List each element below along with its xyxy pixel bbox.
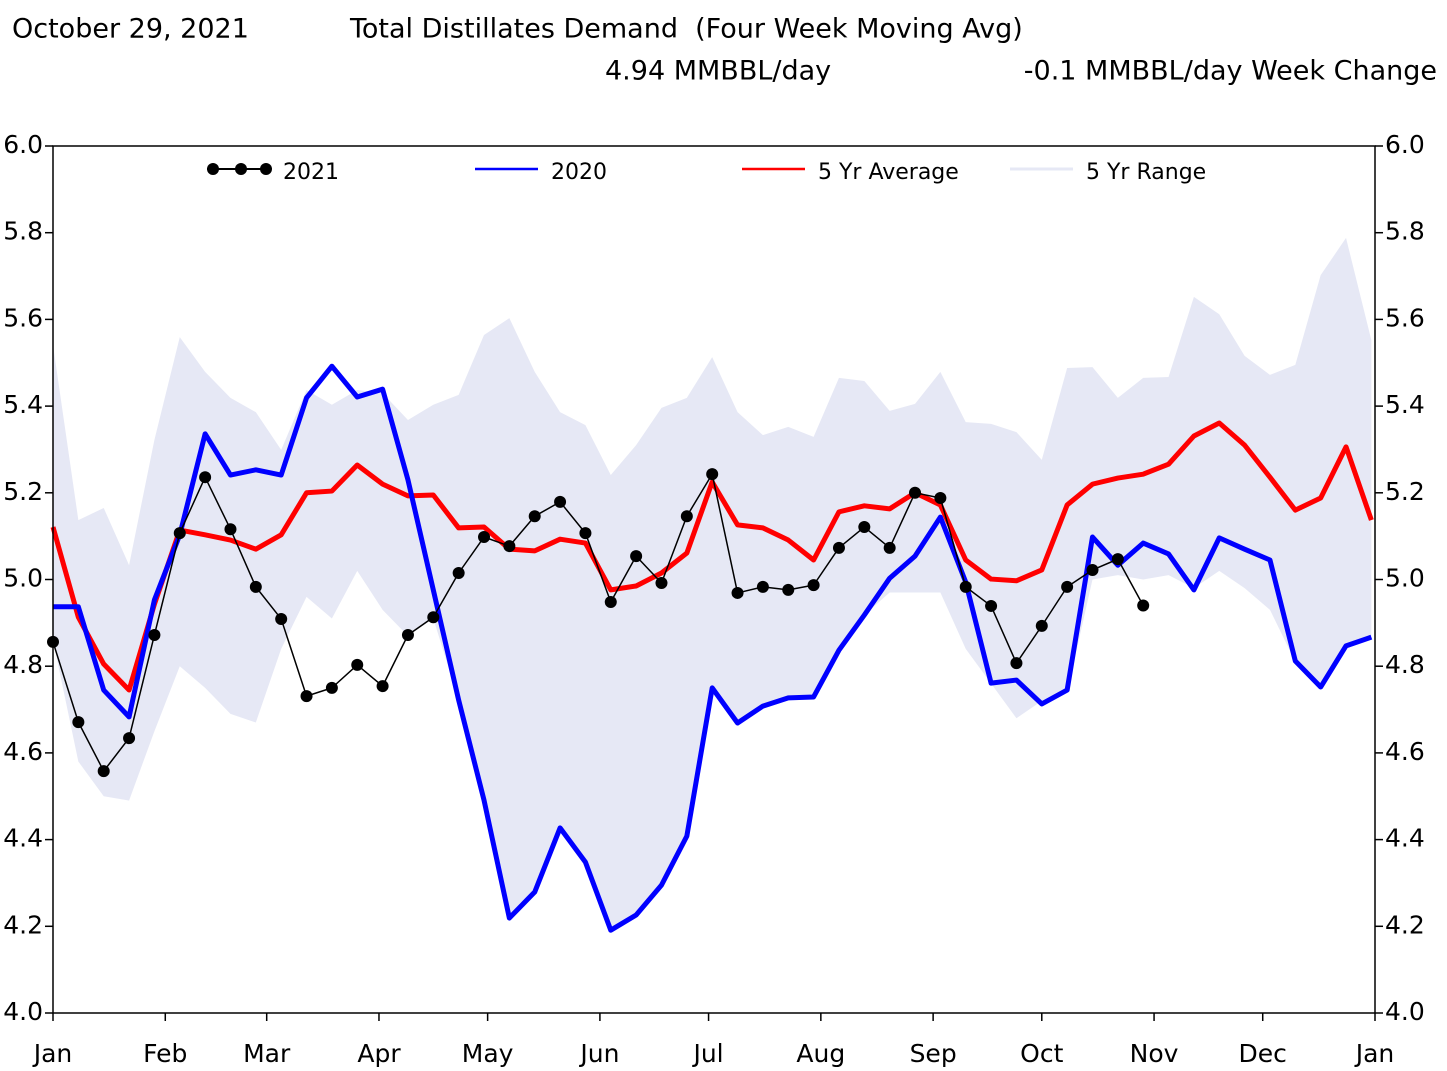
- point: [478, 531, 491, 544]
- y2-tick-label: 5.4: [1385, 390, 1425, 419]
- y-tick-label: 4.2: [3, 910, 43, 939]
- point: [782, 583, 795, 596]
- y2-tick-label: 4.8: [1385, 650, 1425, 679]
- point: [427, 611, 440, 624]
- x-tick-label: Nov: [1130, 1039, 1179, 1068]
- range-area: [53, 237, 1372, 931]
- point: [452, 566, 465, 579]
- point: [1111, 553, 1124, 566]
- y-tick-label: 5.4: [3, 390, 43, 419]
- x-tick-label: Dec: [1239, 1039, 1287, 1068]
- point: [351, 658, 364, 671]
- y2-tick-label: 5.2: [1385, 477, 1425, 506]
- point: [554, 495, 567, 508]
- point: [275, 612, 288, 625]
- point: [655, 576, 668, 589]
- y2-tick-label: 4.2: [1385, 910, 1425, 939]
- point: [376, 680, 389, 693]
- y-tick-label: 5.2: [3, 477, 43, 506]
- y2-tick-label: 5.0: [1385, 564, 1425, 593]
- y-tick-label: 6.0: [3, 130, 43, 159]
- point: [325, 681, 338, 694]
- point: [680, 510, 693, 523]
- point: [173, 527, 186, 540]
- point: [706, 468, 719, 481]
- point: [959, 580, 972, 593]
- point: [224, 523, 237, 536]
- x-tick-label: Mar: [243, 1039, 291, 1068]
- legend-label: 2020: [551, 160, 607, 185]
- y-tick-label: 5.0: [3, 564, 43, 593]
- x-tick-label: Sep: [910, 1039, 957, 1068]
- point: [934, 492, 947, 505]
- y-tick-label: 5.6: [3, 303, 43, 332]
- series-line: [50, 420, 1374, 693]
- current-value: 4.94 MMBBL/day: [605, 56, 831, 87]
- point: [756, 580, 769, 593]
- chart-title: Total Distillates Demand (Four Week Movi…: [349, 14, 1023, 45]
- point: [1061, 580, 1074, 593]
- point: [1010, 657, 1023, 670]
- y-tick-label: 4.8: [3, 650, 43, 679]
- point: [1137, 599, 1150, 612]
- x-tick-label: Oct: [1020, 1039, 1063, 1068]
- point: [300, 690, 313, 703]
- point: [503, 540, 516, 553]
- point: [401, 628, 414, 641]
- point: [72, 716, 85, 729]
- point: [807, 579, 820, 592]
- point: [604, 596, 617, 609]
- legend-marker: [260, 163, 272, 175]
- legend-marker: [235, 163, 247, 175]
- y2-tick-label: 6.0: [1385, 130, 1425, 159]
- point: [883, 541, 896, 554]
- point: [1086, 563, 1099, 576]
- y2-tick-label: 5.6: [1385, 303, 1425, 332]
- point: [97, 765, 110, 778]
- point: [579, 527, 592, 540]
- y2-tick-label: 4.4: [1385, 824, 1425, 853]
- date: October 29, 2021: [12, 14, 249, 45]
- y2-tick-label: 5.8: [1385, 217, 1425, 246]
- point: [909, 486, 922, 499]
- point: [630, 550, 643, 563]
- legend-marker: [207, 163, 219, 175]
- y2-tick-label: 4.6: [1385, 737, 1425, 766]
- x-tick-label: Jan: [1354, 1039, 1395, 1068]
- y-tick-label: 4.6: [3, 737, 43, 766]
- x-tick-label: Jul: [691, 1039, 723, 1068]
- y-tick-label: 4.0: [3, 997, 43, 1026]
- y-tick-label: 5.8: [3, 217, 43, 246]
- y2-tick-label: 4.0: [1385, 997, 1425, 1026]
- x-tick-label: Feb: [143, 1039, 187, 1068]
- legend-label: 5 Yr Average: [818, 160, 959, 185]
- y-tick-label: 4.4: [3, 824, 43, 853]
- legend-label: 5 Yr Range: [1086, 160, 1206, 185]
- point: [985, 599, 998, 612]
- series-line: [53, 363, 1373, 933]
- x-tick-label: Jun: [578, 1039, 619, 1068]
- x-tick-label: Aug: [796, 1039, 845, 1068]
- x-tick-label: May: [462, 1039, 514, 1068]
- point: [528, 510, 541, 523]
- week-change: -0.1 MMBBL/day Week Change: [1024, 56, 1437, 87]
- point: [123, 732, 136, 745]
- point: [731, 586, 744, 599]
- point: [832, 541, 845, 554]
- point: [1035, 619, 1048, 632]
- point: [858, 521, 871, 534]
- point: [249, 580, 262, 593]
- legend-label: 2021: [283, 160, 339, 185]
- x-tick-label: Apr: [357, 1039, 401, 1068]
- point: [199, 471, 212, 484]
- point: [148, 628, 161, 641]
- x-tick-label: Jan: [32, 1039, 73, 1068]
- series-line: [52, 473, 1144, 772]
